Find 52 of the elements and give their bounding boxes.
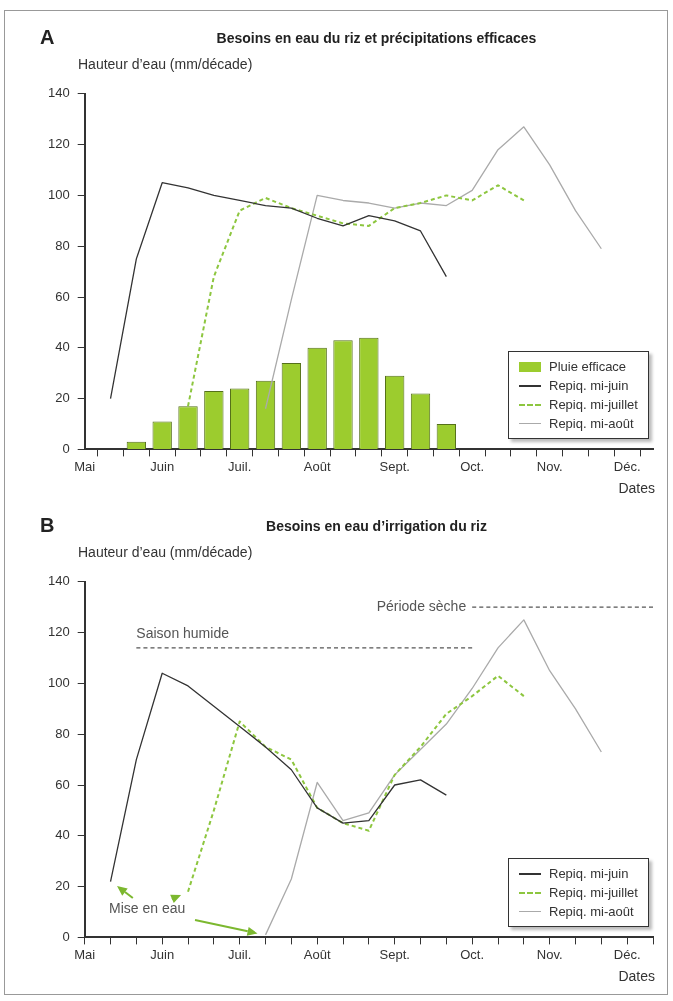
y-tick-label: 40 (55, 339, 70, 355)
y-tick-label: 120 (47, 624, 70, 640)
y-tick-label: 140 (47, 85, 70, 101)
y-tick-label: 80 (55, 725, 70, 741)
y-tick-label: 100 (47, 186, 70, 202)
x-tick-label: Sept. (379, 946, 410, 962)
y-tick-label: 40 (55, 827, 70, 843)
y-tick-label: 120 (47, 136, 70, 152)
line-series (187, 184, 525, 408)
x-tick-label: Déc. (613, 458, 641, 474)
y-tick-label: 0 (62, 440, 70, 456)
series-label: Saison humide (136, 624, 230, 641)
x-tick-label: Juin (150, 458, 175, 474)
y-tick-label: 80 (55, 237, 70, 253)
legend-label: Repiq. mi-juillet (549, 397, 638, 413)
legend-label: Repiq. mi-juin (549, 866, 629, 882)
x-tick-label: Nov. (536, 946, 563, 962)
y-tick-label: 20 (55, 878, 70, 894)
series-label: Période sèche (376, 598, 467, 615)
x-tick-label: Juil. (228, 946, 252, 962)
line-series (187, 674, 525, 893)
x-axis-title: Dates (618, 968, 655, 984)
x-tick-label: Nov. (536, 458, 563, 474)
legend-label: Repiq. mi-juillet (549, 885, 638, 901)
text: A (40, 26, 55, 49)
x-tick-label: Sept. (379, 458, 410, 474)
x-tick-label: Mai (74, 946, 96, 962)
y-tick-label: 0 (62, 928, 70, 944)
x-tick-label: Juil. (228, 458, 252, 474)
legend-label: Repiq. mi-août (549, 416, 634, 432)
y-axis-title: Hauteur d’eau (mm/décade) (78, 544, 253, 560)
legend-label: Repiq. mi-juin (549, 378, 629, 394)
annotation: Mise en eau (109, 900, 186, 917)
y-tick-label: 20 (55, 390, 70, 406)
x-tick-label: Oct. (460, 946, 485, 962)
x-tick-label: Oct. (460, 458, 485, 474)
x-tick-label: Août (303, 458, 331, 474)
y-tick-label: 60 (55, 776, 70, 792)
legend-label: Repiq. mi-août (549, 904, 634, 920)
y-tick-label: 100 (47, 674, 70, 690)
x-tick-label: Mai (74, 458, 96, 474)
legend-label: Pluie efficace (549, 359, 627, 375)
x-tick-label: Déc. (613, 946, 641, 962)
chart-title: Besoins en eau du riz et précipitations efficaces (215, 30, 538, 46)
chart-title: Besoins en eau d’irrigation du riz (265, 518, 488, 534)
y-axis-title: Hauteur d’eau (mm/décade) (78, 56, 253, 72)
x-tick-label: Juin (150, 946, 175, 962)
y-tick-label: 140 (47, 573, 70, 589)
x-tick-label: Août (303, 946, 331, 962)
text: B (40, 514, 55, 537)
x-axis-title: Dates (618, 480, 655, 496)
y-tick-label: 60 (55, 288, 70, 304)
